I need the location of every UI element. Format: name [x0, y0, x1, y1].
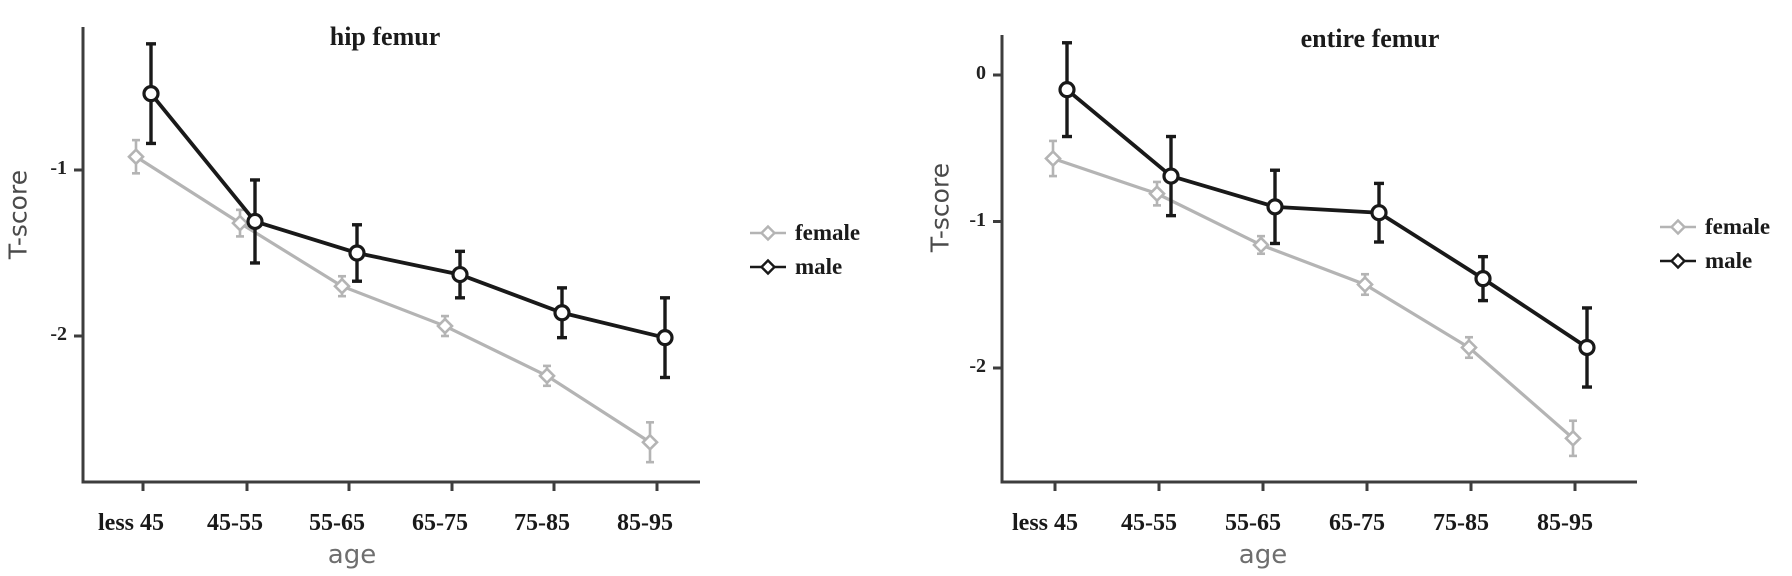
- female-data-point: [333, 277, 351, 296]
- female-line: [135, 155, 651, 444]
- x-axis-label: age: [1238, 540, 1288, 570]
- female-data-point: [1564, 429, 1582, 448]
- male-data-point: [142, 85, 160, 103]
- legend-label-female: female: [795, 220, 861, 245]
- legend-label-male: male: [795, 254, 843, 279]
- entire-femur-male-series: [1058, 41, 1596, 389]
- y-tick-label: -2: [50, 323, 67, 345]
- female-line: [1052, 156, 1575, 440]
- entire-femur-female-series: [1044, 139, 1582, 458]
- male-data-point: [1162, 167, 1180, 185]
- x-tick-label: 45-55: [1121, 510, 1177, 536]
- y-tick-label: -2: [969, 355, 986, 377]
- x-tick-label: less 45: [1012, 510, 1078, 536]
- male-line-marker-icon: [1660, 252, 1696, 270]
- male-data-point: [246, 212, 264, 231]
- female-data-point: [538, 367, 556, 385]
- x-tick-label: 85-95: [1537, 510, 1593, 536]
- male-data-point: [1058, 81, 1076, 99]
- legend-item-female: female: [748, 216, 860, 250]
- legend-label-male: male: [1705, 248, 1753, 273]
- x-tick-label: 75-85: [514, 510, 570, 536]
- male-data-point: [451, 265, 469, 284]
- x-tick-label: 75-85: [1433, 510, 1489, 536]
- chart-title-entire-femur: entire femur: [1300, 24, 1440, 53]
- male-line-marker-icon: [750, 258, 786, 276]
- female-data-point: [1356, 275, 1374, 294]
- male-data-point: [1266, 198, 1284, 216]
- y-axis-label: T-score: [925, 162, 955, 253]
- male-data-point: [1370, 204, 1388, 222]
- y-tick-label: -1: [969, 208, 986, 231]
- female-data-point: [1044, 149, 1062, 168]
- hip-femur-male-series: [142, 42, 674, 380]
- male-line: [1065, 88, 1589, 350]
- male-data-point: [1474, 270, 1492, 288]
- x-tick-label: 65-75: [1329, 510, 1385, 536]
- x-tick-label: less 45: [98, 510, 164, 536]
- female-data-point: [1252, 236, 1270, 254]
- x-tick-label: 45-55: [207, 510, 263, 536]
- female-data-point: [127, 147, 145, 166]
- legend-item-male: male: [748, 250, 860, 284]
- x-tick-label: 85-95: [617, 510, 673, 536]
- male-line: [149, 92, 666, 340]
- legend: female male: [1658, 210, 1770, 278]
- male-data-point: [1578, 338, 1596, 357]
- female-data-point: [436, 317, 454, 335]
- female-data-point: [1148, 184, 1166, 203]
- female-line-marker-icon: [750, 224, 786, 242]
- legend: female male: [748, 216, 860, 284]
- y-tick-label: -1: [50, 157, 67, 179]
- chart-0: [74, 27, 700, 491]
- legend-item-male: male: [1658, 244, 1770, 278]
- chart-1: [993, 35, 1637, 491]
- x-axis-label: age: [327, 540, 377, 570]
- female-data-point: [231, 214, 249, 232]
- female-data-point: [641, 433, 659, 452]
- female-data-point: [1460, 338, 1478, 357]
- axis-lines: [81, 27, 700, 484]
- legend-label-female: female: [1705, 214, 1771, 239]
- axis-lines: [1000, 35, 1637, 484]
- x-tick-label: 55-65: [1225, 510, 1281, 536]
- female-line-marker-icon: [1660, 218, 1696, 236]
- male-data-point: [348, 244, 366, 262]
- legend-item-female: female: [1658, 210, 1770, 244]
- hip-femur-female-series: [127, 138, 659, 464]
- x-tick-label: 65-75: [412, 510, 468, 536]
- male-data-point: [553, 304, 571, 322]
- male-data-point: [656, 329, 674, 347]
- x-tick-label: 55-65: [309, 510, 365, 536]
- chart-title-hip-femur: hip femur: [329, 22, 441, 51]
- y-tick-label: 0: [976, 62, 986, 84]
